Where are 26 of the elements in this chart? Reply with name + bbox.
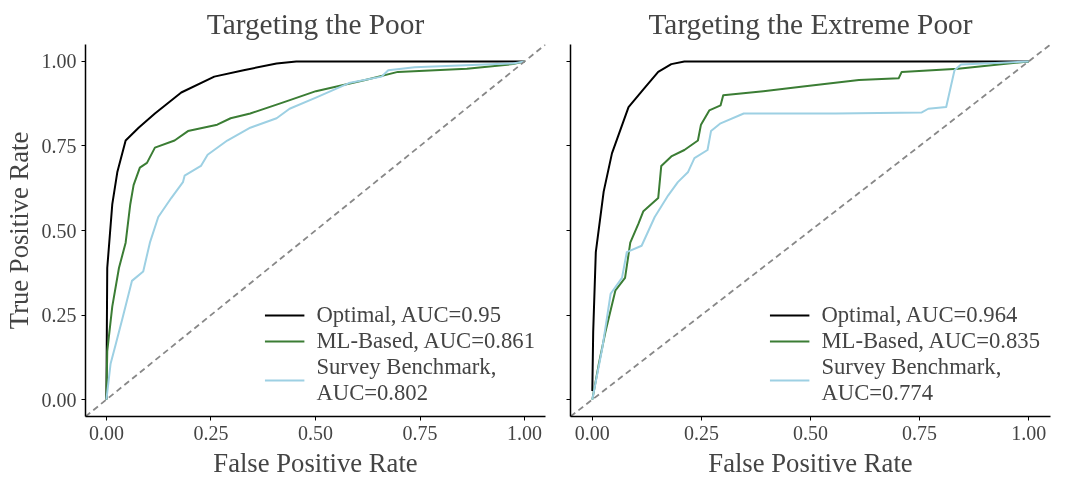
x-axis-title: False Positive Rate (213, 447, 418, 478)
x-tick-label: 0.50 (793, 421, 828, 444)
legend-label: Survey Benchmark, AUC=0.774 (821, 354, 1002, 406)
x-tick-label: 0.25 (193, 421, 229, 444)
legend-label: Survey Benchmark, AUC=0.802 (316, 354, 497, 406)
x-tick-label: 0.00 (88, 421, 124, 444)
y-tick-label: 1.00 (41, 50, 77, 73)
x-axis-title: False Positive Rate (708, 447, 913, 478)
legend-label: ML-Based, AUC=0.861 (316, 328, 535, 354)
chart-title: Targeting the Poor (206, 7, 425, 40)
y-axis-title: True Positive Rate (3, 131, 34, 330)
x-tick-label: 0.75 (902, 421, 938, 444)
y-tick-label: 0.25 (41, 304, 77, 327)
x-tick-label: 1.00 (1011, 421, 1047, 444)
legend-label: Optimal, AUC=0.95 (316, 302, 502, 328)
legend-label: ML-Based, AUC=0.835 (821, 328, 1040, 354)
x-tick-label: 1.00 (507, 421, 543, 444)
y-tick-label: 0.50 (41, 219, 77, 242)
x-tick-label: 0.75 (402, 421, 438, 444)
x-tick-label: 0.25 (683, 421, 719, 444)
y-tick-label: 0.00 (41, 388, 77, 411)
x-tick-label: 0.00 (574, 421, 610, 444)
legend-label: Optimal, AUC=0.964 (821, 302, 1018, 328)
x-tick-label: 0.50 (298, 421, 333, 444)
chart-title: Targeting the Extreme Poor (648, 7, 973, 40)
y-tick-label: 0.75 (41, 134, 77, 157)
